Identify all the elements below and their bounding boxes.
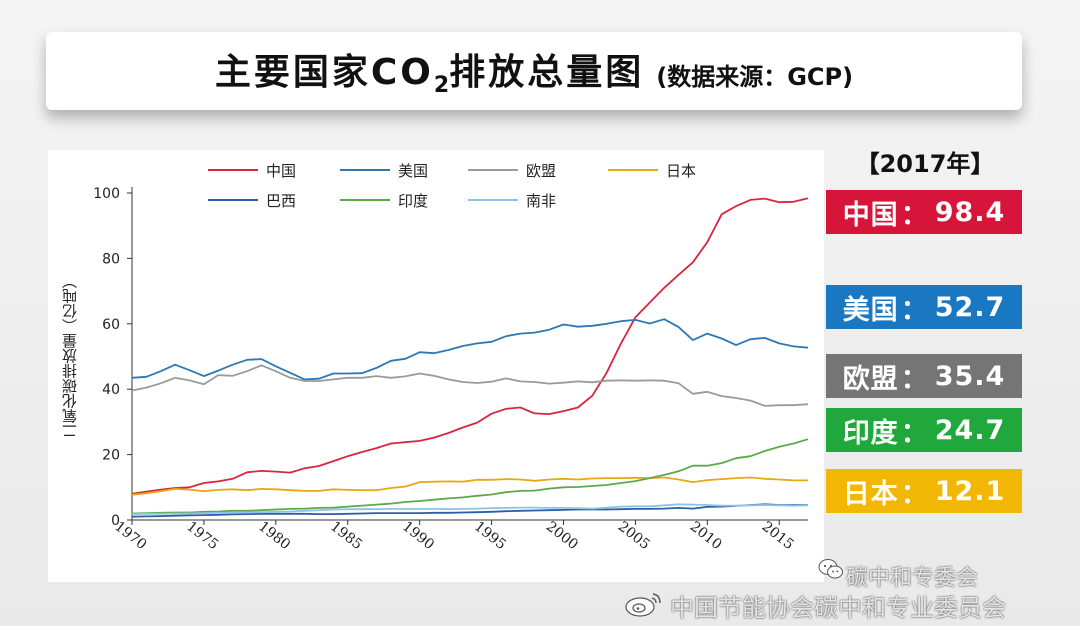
y-tick-label: 20 [102,448,120,464]
x-tick-label: 1985 [327,519,365,554]
badge-value: 35.4 [934,360,1006,392]
badge-value: 24.7 [934,414,1006,446]
legend-label: 中国 [266,162,296,180]
emissions-line-chart: 0 20 40 60 80 100 1970 1975 1980 1985 1990 1995 2000… [61,162,809,554]
chart-panel: 0 20 40 60 80 100 1970 1975 1980 1985 1990 1995 2000… [48,150,824,582]
x-tick-label: 2015 [759,519,797,554]
x-tick-label: 1990 [399,519,437,554]
title-source-note: (数据来源：GCP) [656,62,854,91]
badge-india: 印度： 24.7 [826,408,1022,452]
y-tick-label: 0 [111,513,120,529]
badge-country: 欧盟 [842,363,899,395]
badge-separator: ： [900,417,929,449]
badge-value: 12.1 [934,475,1006,507]
series-line-欧盟 [131,364,809,407]
badge-country: 中国 [842,199,899,231]
badge-separator: ： [900,294,929,326]
badge-usa: 美国： 52.7 [826,285,1022,329]
legend-label: 印度 [398,192,428,210]
wechat-watermark: 碳中和专委会 [846,566,979,591]
title-subscript: 2 [433,73,450,99]
legend-label: 南非 [526,192,556,210]
series-line-印度 [131,438,809,515]
legend-label: 美国 [398,162,428,180]
title-banner: 主要国家CO2排放总量图 (数据来源：GCP) [46,32,1022,110]
badge-country: 日本 [842,478,899,510]
badge-country: 印度 [842,417,899,449]
badge-separator: ： [900,199,929,231]
title-suffix: 排放总量图 [449,52,645,94]
badge-value: 98.4 [934,196,1006,228]
y-tick-label: 40 [102,382,120,398]
series-line-中国 [131,197,809,495]
weibo-icon [625,593,661,617]
badge-value: 52.7 [934,291,1006,323]
series-line-日本 [131,476,808,496]
x-tick-label: 2000 [543,519,581,554]
series-line-南非 [131,503,809,515]
x-tick-label: 2005 [615,519,653,554]
year-header: 【2017年】 [855,150,995,178]
legend-label: 欧盟 [526,162,556,180]
y-tick-label: 100 [93,186,120,202]
badge-separator: ： [900,478,929,510]
badge-china: 中国： 98.4 [826,190,1022,234]
x-tick-label: 1980 [255,519,293,554]
legend-label: 巴西 [266,192,296,210]
weibo-watermark: 中国节能协会碳中和专业委员会 [670,594,1006,622]
x-tick-label: 2010 [687,519,725,554]
badge-eu: 欧盟： 35.4 [826,354,1022,398]
wechat-icon [818,559,843,579]
y-axis-label: 二氧化碳排放量（亿吨） [61,274,79,439]
x-tick-label: 1970 [111,519,149,554]
badge-separator: ： [900,363,929,395]
series-line-巴西 [131,503,808,518]
x-tick-label: 1975 [183,519,221,554]
page-title: 主要国家CO2排放总量图 [215,43,644,98]
x-tick-label: 1995 [471,519,509,554]
series-line-美国 [131,318,809,381]
badge-japan: 日本： 12.1 [826,469,1022,513]
title-prefix: 主要国家CO [214,52,434,94]
badge-country: 美国 [842,294,899,326]
y-tick-label: 60 [102,317,120,333]
y-tick-label: 80 [102,251,120,267]
legend-label: 日本 [666,162,696,180]
